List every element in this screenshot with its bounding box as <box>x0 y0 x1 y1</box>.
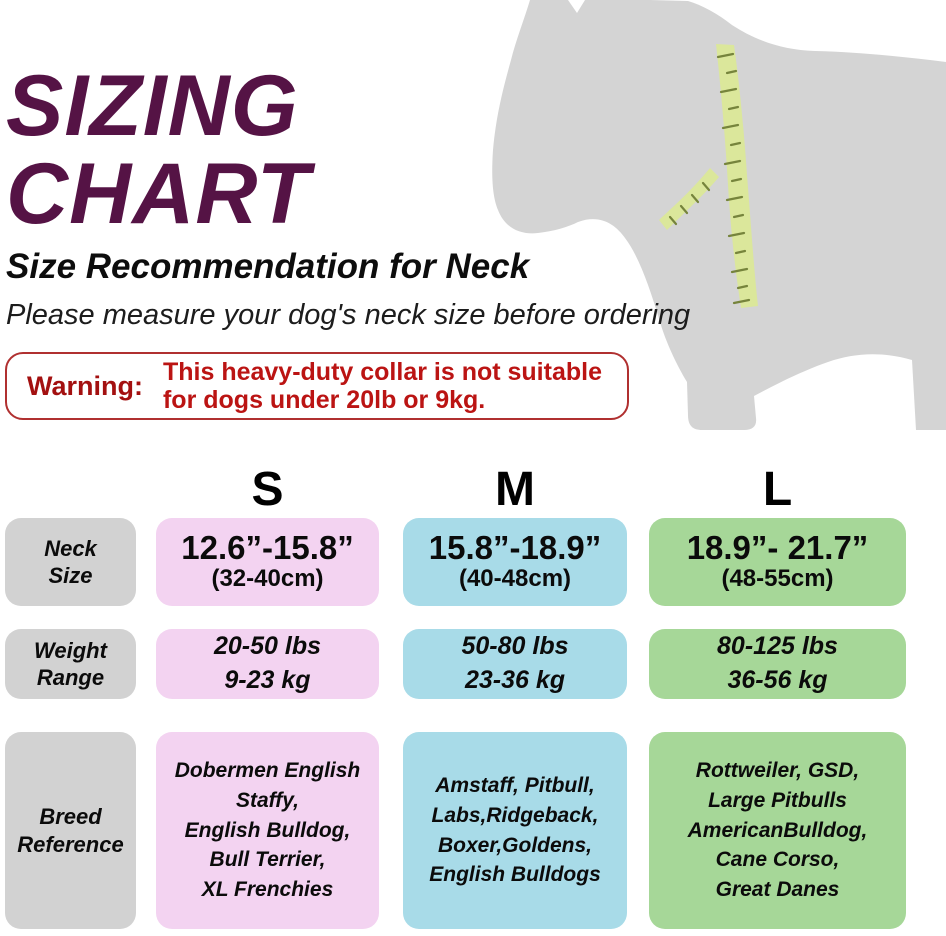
measuring-tape-graphic <box>659 44 758 308</box>
dog-body-shape <box>492 0 946 430</box>
breed-reference-row: Breed Reference Dobermen English Staffy,… <box>5 732 925 929</box>
warning-label: Warning: <box>27 370 143 401</box>
column-letter-l: L <box>762 462 793 516</box>
cell-m-neck-size: 15.8”-18.9” (40-48cm) <box>403 518 627 606</box>
size-table: S M L Neck Size 12.6”-15.8” (32-40cm) 15… <box>5 460 925 929</box>
page-title-line1: SIZING <box>6 58 299 154</box>
cell-s-breeds: Dobermen English Staffy, English Bulldog… <box>156 732 379 929</box>
page-title-line2: CHART <box>6 146 311 242</box>
page-title: SIZING CHART <box>6 62 310 238</box>
tape-tick-marks <box>668 52 751 305</box>
cell-s-weight: 20-50 lbs 9-23 kg <box>156 629 379 699</box>
row-header-weight-range: Weight Range <box>5 629 136 699</box>
m-neck-cm: (40-48cm) <box>458 565 572 593</box>
l-neck-inches: 18.9”- 21.7” <box>686 529 869 567</box>
cell-l-breeds: Rottweiler, GSD, Large Pitbulls American… <box>649 732 906 929</box>
weight-range-row: Weight Range 20-50 lbs 9-23 kg 50-80 lbs… <box>5 629 925 699</box>
column-letter-s: S <box>251 462 284 516</box>
neck-size-row: Neck Size 12.6”-15.8” (32-40cm) 15.8”-18… <box>5 518 925 606</box>
cell-m-breeds: Amstaff, Pitbull, Labs,Ridgeback, Boxer,… <box>403 732 627 929</box>
s-neck-cm: (32-40cm) <box>211 565 324 593</box>
warning-box: Warning: This heavy-duty collar is not s… <box>5 352 629 420</box>
warning-text: This heavy-duty collar is not suitable f… <box>162 358 602 414</box>
row-header-breed-reference: Breed Reference <box>5 732 136 929</box>
size-letter-row: S M L <box>5 460 925 518</box>
m-neck-inches: 15.8”-18.9” <box>428 529 602 567</box>
corner-spacer <box>5 460 136 518</box>
tagline: Please measure your dog's neck size befo… <box>6 299 691 331</box>
s-neck-inches: 12.6”-15.8” <box>181 529 354 567</box>
cell-l-weight: 80-125 lbs 36-56 kg <box>649 629 906 699</box>
row-header-neck-size: Neck Size <box>5 518 136 606</box>
l-neck-cm: (48-55cm) <box>721 565 834 593</box>
cell-m-weight: 50-80 lbs 23-36 kg <box>403 629 627 699</box>
cell-s-neck-size: 12.6”-15.8” (32-40cm) <box>156 518 379 606</box>
cell-l-neck-size: 18.9”- 21.7” (48-55cm) <box>649 518 906 606</box>
subtitle: Size Recommendation for Neck <box>6 247 530 286</box>
dog-silhouette-graphic <box>492 0 946 430</box>
column-letter-m: M <box>495 462 535 516</box>
